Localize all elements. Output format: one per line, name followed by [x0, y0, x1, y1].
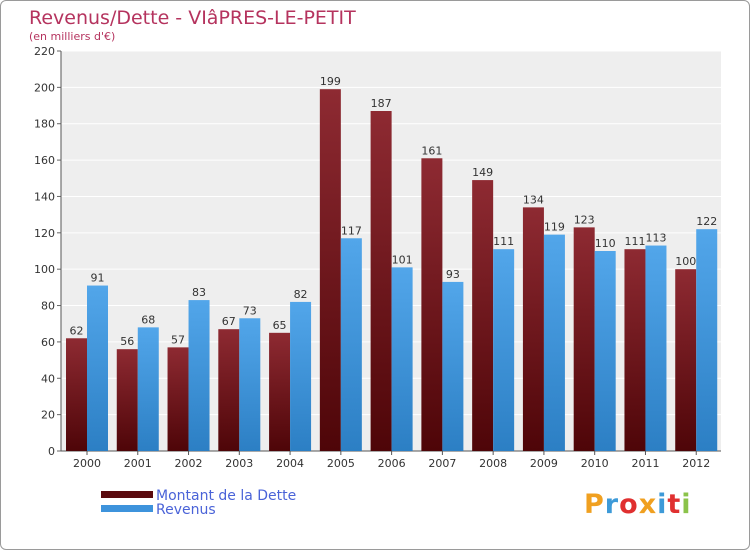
logo-letter: r — [604, 489, 620, 520]
bar-dette-2012 — [675, 269, 697, 451]
data-label: 187 — [371, 97, 392, 110]
bar-dette-2004 — [269, 332, 291, 451]
data-label: 199 — [320, 75, 341, 88]
data-label: 57 — [171, 333, 185, 346]
data-label: 161 — [421, 144, 442, 157]
data-label: 65 — [273, 319, 287, 332]
x-tick-label: 2008 — [479, 457, 507, 470]
bar-revenus-2009 — [543, 234, 565, 451]
bar-dette-2010 — [573, 227, 595, 451]
logo-letter: t — [667, 489, 682, 520]
data-label: 111 — [493, 235, 514, 248]
data-label: 93 — [446, 268, 460, 281]
legend-label-dette: Montant de la Dette — [156, 488, 297, 504]
bar-dette-2011 — [624, 249, 646, 451]
x-tick-label: 2011 — [631, 457, 659, 470]
legend-swatch-dette — [101, 491, 153, 498]
bar-dette-2005 — [319, 89, 341, 451]
x-tick-label: 2003 — [225, 457, 253, 470]
bar-revenus-2004 — [290, 301, 312, 451]
bar-dette-2000 — [66, 338, 87, 451]
proxiti-logo: Proxiti — [584, 489, 692, 520]
logo-letter: o — [619, 489, 639, 520]
data-label: 149 — [472, 166, 493, 179]
x-tick-label: 2000 — [73, 457, 101, 470]
x-tick-label: 2012 — [682, 457, 710, 470]
data-label: 117 — [341, 224, 362, 237]
data-label: 111 — [624, 235, 645, 248]
bar-dette-2002 — [167, 347, 189, 451]
data-label: 100 — [675, 255, 696, 268]
x-tick-label: 2001 — [124, 457, 152, 470]
data-label: 73 — [243, 304, 257, 317]
bar-revenus-2011 — [645, 245, 667, 451]
data-label: 101 — [392, 253, 413, 266]
bar-revenus-2012 — [696, 229, 718, 451]
x-tick-label: 2009 — [530, 457, 558, 470]
data-label: 110 — [595, 237, 616, 250]
chart-title: Revenus/Dette - VIâPRES-LE-PETIT — [29, 7, 356, 29]
bar-dette-2009 — [522, 207, 544, 451]
logo-letter: x — [638, 489, 658, 520]
bar-revenus-2007 — [442, 281, 464, 451]
bar-revenus-2001 — [137, 327, 159, 451]
y-tick-label: 80 — [41, 300, 55, 313]
chart-subtitle: (en milliers d'€) — [29, 30, 116, 43]
bar-dette-2001 — [116, 349, 138, 451]
y-tick-label: 140 — [34, 190, 55, 203]
logo-letter: P — [584, 489, 605, 520]
bar-revenus-2008 — [493, 249, 515, 451]
data-label: 68 — [141, 313, 155, 326]
bar-revenus-2005 — [340, 238, 362, 451]
bar-revenus-2002 — [188, 300, 210, 451]
bar-dette-2006 — [370, 111, 392, 451]
x-tick-label: 2002 — [175, 457, 203, 470]
x-tick-label: 2007 — [428, 457, 456, 470]
y-tick-label: 200 — [34, 81, 55, 94]
x-tick-label: 2010 — [581, 457, 609, 470]
data-label: 122 — [696, 215, 717, 228]
y-tick-label: 180 — [34, 118, 55, 131]
legend-label-revenus: Revenus — [156, 502, 216, 518]
x-tick-label: 2005 — [327, 457, 355, 470]
legend-swatch-revenus — [101, 505, 153, 512]
x-tick-label: 2006 — [378, 457, 406, 470]
y-tick-label: 220 — [34, 45, 55, 58]
y-tick-label: 120 — [34, 227, 55, 240]
data-label: 82 — [294, 288, 308, 301]
y-tick-label: 20 — [41, 409, 55, 422]
data-label: 67 — [222, 315, 236, 328]
data-label: 56 — [120, 335, 134, 348]
data-label: 83 — [192, 286, 206, 299]
y-tick-label: 100 — [34, 263, 55, 276]
bar-dette-2008 — [472, 180, 494, 451]
data-label: 113 — [645, 232, 666, 245]
y-tick-label: 60 — [41, 336, 55, 349]
data-label: 123 — [574, 213, 595, 226]
data-label: 62 — [70, 324, 84, 337]
y-tick-label: 160 — [34, 154, 55, 167]
bar-revenus-2000 — [87, 285, 108, 451]
y-tick-label: 0 — [48, 445, 55, 458]
bar-revenus-2010 — [594, 251, 616, 451]
x-tick-label: 2004 — [276, 457, 304, 470]
y-tick-label: 40 — [41, 372, 55, 385]
data-label: 119 — [544, 221, 565, 234]
logo-letter: i — [657, 489, 668, 520]
data-label: 91 — [91, 272, 105, 285]
bar-dette-2007 — [421, 158, 443, 452]
bar-dette-2003 — [218, 329, 240, 451]
bar-revenus-2006 — [391, 267, 413, 451]
bar-revenus-2003 — [239, 318, 261, 451]
logo-letter: i — [681, 489, 692, 520]
data-label: 134 — [523, 193, 544, 206]
